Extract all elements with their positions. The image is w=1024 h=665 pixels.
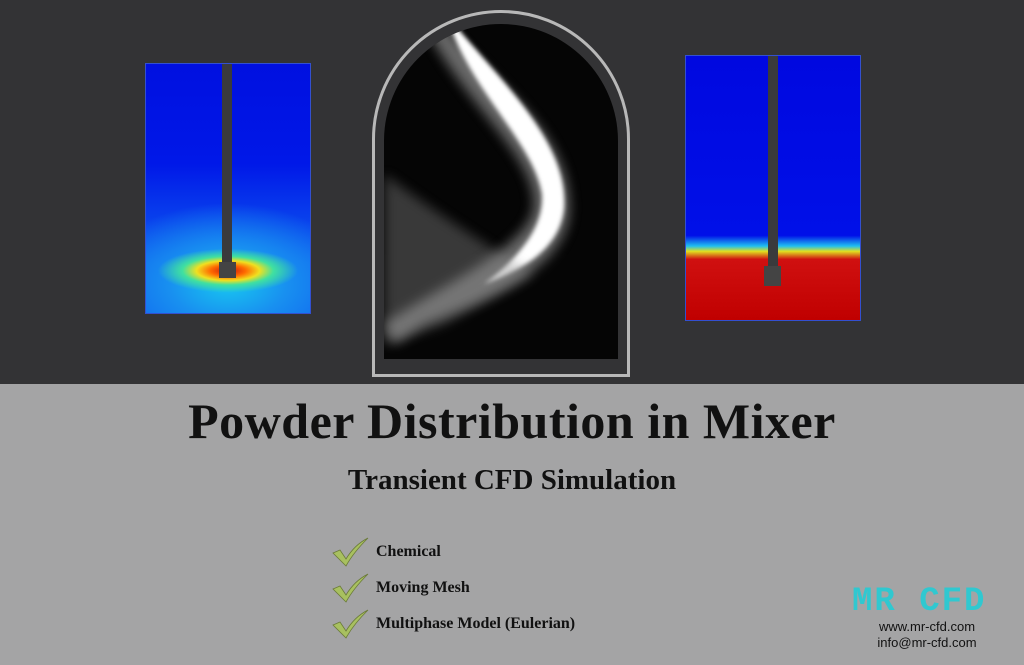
feature-label: Multiphase Model (Eulerian) bbox=[376, 615, 576, 632]
feature-item: Moving Mesh bbox=[330, 573, 470, 603]
website-link[interactable]: www.mr-cfd.com bbox=[878, 619, 976, 634]
checkmark-icon bbox=[332, 609, 369, 639]
checkmark-icon bbox=[332, 573, 369, 603]
feature-label: Chemical bbox=[376, 543, 441, 560]
page-subtitle: Transient CFD Simulation bbox=[347, 464, 677, 496]
feature-item: Chemical bbox=[330, 537, 441, 567]
feature-item: Multiphase Model (Eulerian) bbox=[330, 609, 575, 639]
logo-text: MR CFD bbox=[852, 585, 1022, 619]
page-title: Powder Distribution in Mixer bbox=[188, 393, 836, 449]
mr-cfd-logo: MR CFD www.mr-cfd.com info@mr-cfd.com bbox=[852, 585, 1022, 651]
powder-photo bbox=[384, 24, 618, 359]
contour-left-image bbox=[145, 63, 311, 314]
contour-right-image bbox=[685, 55, 861, 321]
checkmark-icon bbox=[332, 537, 369, 567]
feature-label: Moving Mesh bbox=[376, 579, 470, 596]
email-link[interactable]: info@mr-cfd.com bbox=[877, 635, 977, 650]
